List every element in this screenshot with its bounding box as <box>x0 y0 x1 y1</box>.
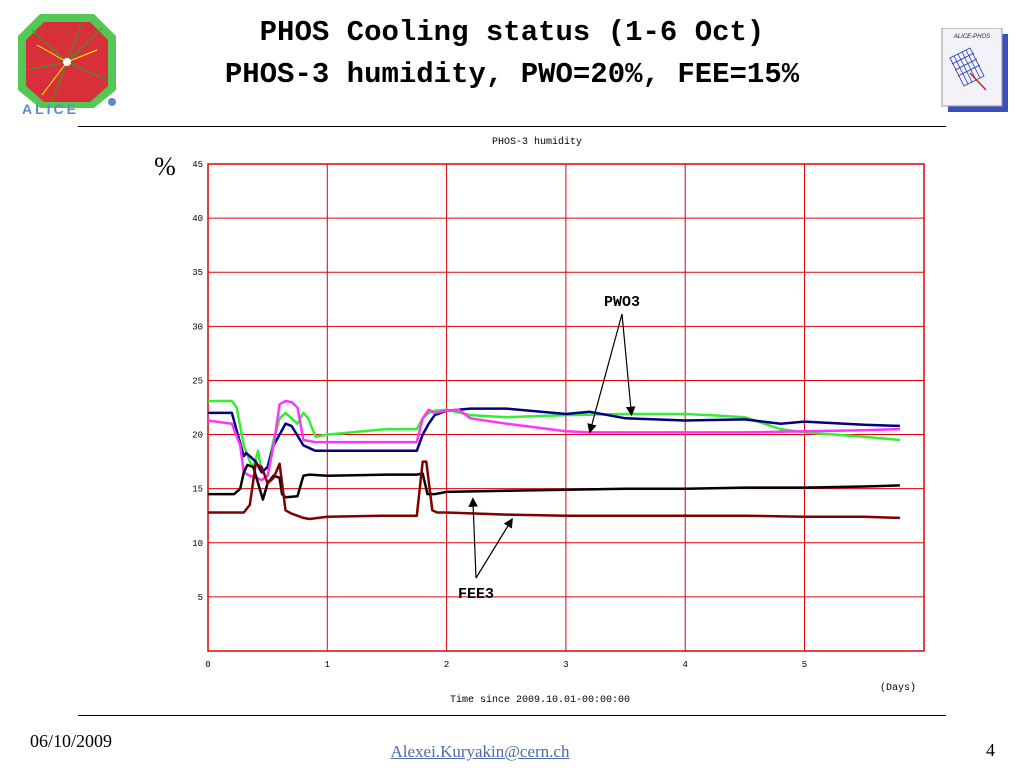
annotation-label: PWO3 <box>604 294 640 311</box>
y-tick-label: 40 <box>192 214 203 224</box>
x-tick-label: 5 <box>802 660 807 670</box>
y-tick-label: 10 <box>192 539 203 549</box>
chart-title: PHOS-3 humidity <box>492 136 582 148</box>
y-axis-label: % <box>154 152 176 181</box>
series-line <box>208 399 901 474</box>
series-line <box>208 460 900 521</box>
y-tick-label: 20 <box>192 431 203 441</box>
y-tick-label: 30 <box>192 322 203 332</box>
x-tick-label: 2 <box>444 660 449 670</box>
annotation-arrow <box>475 517 513 579</box>
x-axis-label: Time since 2009.10.01-00:00:00 <box>450 694 630 706</box>
alice-logo: ALICE <box>18 14 116 117</box>
series-line <box>208 463 900 501</box>
alice-phos-logo: ALICE-PHOS <box>941 28 1008 112</box>
footer-email-link[interactable]: Alexei.Kuryakin@cern.ch <box>390 742 570 761</box>
chart-annotations: PWO3 FEE3 <box>458 294 640 603</box>
y-tick-label: 25 <box>192 376 203 386</box>
annotation-arrow <box>587 313 623 434</box>
x-tick-label: 0 <box>205 660 210 670</box>
x-axis-unit: (Days) <box>880 682 916 694</box>
slide-title-line1: PHOS Cooling status (1-6 Oct) <box>259 16 765 49</box>
y-tick-label: 45 <box>192 160 203 170</box>
annotation-arrow <box>468 497 478 579</box>
annotation-arrow <box>621 313 636 417</box>
bottom-divider <box>78 715 946 716</box>
annotation-label: FEE3 <box>458 586 494 603</box>
x-tick-label: 4 <box>682 660 687 670</box>
y-tick-label: 5 <box>198 593 203 603</box>
y-tick-label: 15 <box>192 485 203 495</box>
alice-logo-text: ALICE <box>22 101 79 117</box>
x-tick-label: 1 <box>325 660 330 670</box>
y-tick-label: 35 <box>192 268 203 278</box>
chart-series <box>207 399 901 521</box>
footer-date: 06/10/2009 <box>30 731 113 751</box>
x-tick-label: 3 <box>563 660 568 670</box>
slide-title-line2: PHOS-3 humidity, PWO=20%, FEE=15% <box>224 58 800 91</box>
top-divider <box>78 126 946 127</box>
series-line <box>208 407 900 474</box>
alice-phos-logo-text: ALICE-PHOS <box>953 34 990 40</box>
chart-grid <box>207 163 925 652</box>
footer-page-number: 4 <box>986 740 995 760</box>
